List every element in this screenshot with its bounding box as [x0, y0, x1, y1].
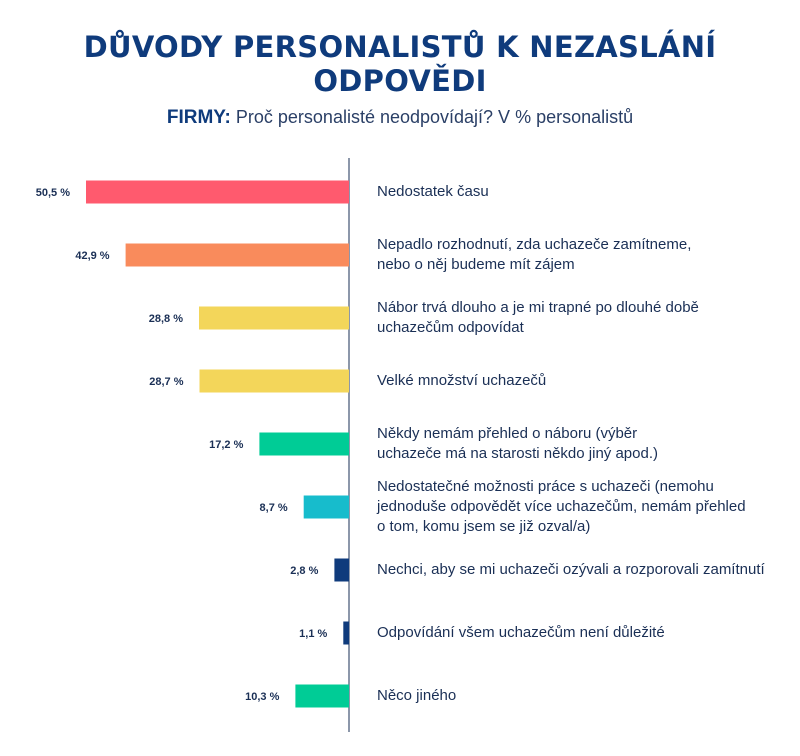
value-label-9: 10,3 % — [245, 691, 279, 703]
value-labels-group: 50,5 % 42,9 % 28,8 % 28,7 % 17,2 % 8,7 % 2,8 %… — [36, 187, 328, 703]
bar-2 — [125, 243, 349, 267]
value-label-6: 8,7 % — [260, 502, 288, 514]
bar-3 — [199, 306, 349, 330]
subtitle-lead: FIRMY: — [166, 107, 231, 128]
bar-5 — [259, 432, 349, 456]
category-label-2: Nepadlo rozhodnutí, zda uchazeče zamítne… — [377, 236, 692, 273]
chart-subtitle: FIRMY: Proč personalisté neodpovídají? V… — [0, 107, 800, 129]
chart-title: DŮVODY PERSONALISTŮ K NEZASLÁNÍ ODPOVĚDI — [83, 30, 717, 98]
value-label-3: 28,8 % — [149, 313, 183, 325]
category-label-3: Nábor trvá dlouho a je mi trapné po dlou… — [377, 299, 699, 336]
value-label-2: 42,9 % — [75, 250, 109, 262]
category-label-6: Nedostatečné možnosti práce s uchazeči (… — [377, 478, 746, 535]
category-label-5: Někdy nemám přehled o náboru (výběr ucha… — [377, 425, 658, 462]
value-label-4: 28,7 % — [149, 376, 183, 388]
category-label-9: Něco jiného — [377, 687, 457, 704]
bar-8 — [343, 621, 349, 645]
bars-group — [86, 180, 349, 708]
bar-6 — [303, 495, 349, 519]
value-label-1: 50,5 % — [36, 187, 70, 199]
category-label-1: Nedostatek času — [377, 183, 489, 200]
bar-4 — [199, 369, 349, 393]
category-label-7: Nechci, aby se mi uchazeči ozývali a roz… — [377, 561, 765, 578]
value-label-8: 1,1 % — [299, 628, 327, 640]
bar-9 — [295, 684, 349, 708]
bar-7 — [334, 558, 349, 582]
value-label-5: 17,2 % — [209, 439, 243, 451]
subtitle-text: Proč personalisté neodpovídají? V % pers… — [235, 107, 634, 127]
category-label-4: Velké množství uchazečů — [377, 372, 547, 389]
bar-1 — [86, 180, 349, 204]
value-label-7: 2,8 % — [290, 565, 318, 577]
category-label-8: Odpovídání všem uchazečům není důležité — [377, 624, 665, 641]
